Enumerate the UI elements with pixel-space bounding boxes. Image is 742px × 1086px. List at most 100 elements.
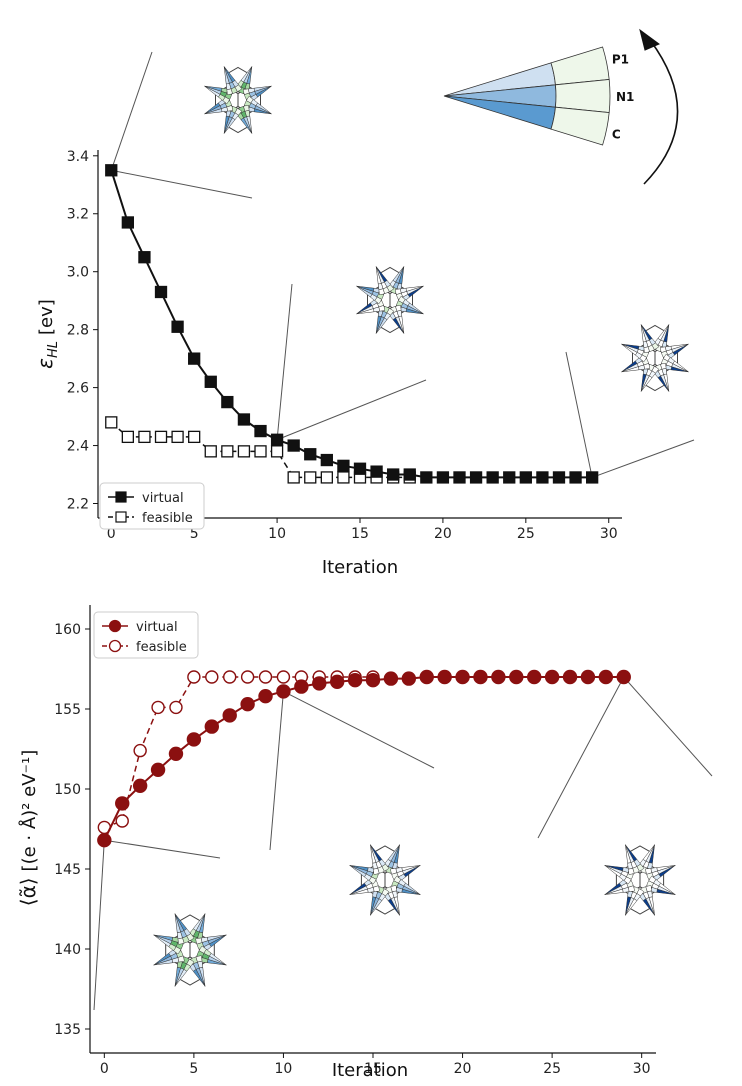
feasible-point — [258, 670, 273, 684]
inset-leader-line — [111, 169, 253, 199]
x-tick-label: 0 — [100, 1061, 109, 1077]
feasible-point — [223, 670, 237, 684]
top-legend: virtual feasible — [99, 482, 205, 530]
top-y-axis-label-sub: HL — [46, 341, 61, 358]
feasible-point — [240, 670, 255, 684]
feasible-point — [276, 670, 291, 684]
virtual-point — [503, 471, 516, 484]
x-tick-label: 20 — [454, 1061, 472, 1077]
feasible-point — [171, 430, 184, 444]
sector-key-fan — [443, 46, 611, 146]
fan-wedge — [372, 885, 380, 892]
virtual-point — [270, 433, 284, 446]
site-fan — [153, 934, 185, 955]
feasible-point — [221, 445, 234, 458]
x-tick-label: 10 — [275, 1061, 293, 1077]
top-x-axis-label: Iteration — [322, 557, 398, 578]
y-tick-label: 2.6 — [67, 381, 89, 397]
legend-entry-feasible: feasible — [142, 511, 193, 526]
y-tick-label: 2.8 — [67, 323, 89, 339]
virtual-point — [598, 669, 614, 685]
arc-arrow-icon — [639, 28, 679, 185]
virtual-point — [276, 684, 291, 699]
virtual-point — [401, 671, 417, 686]
fan-wedge — [242, 88, 250, 95]
site-fan — [356, 285, 386, 305]
inset-leader-line — [93, 840, 105, 1011]
inset-leader-line — [537, 676, 625, 839]
fan-wedge — [643, 363, 651, 370]
bottom-y-axis-label-unit: [(e · Å)² eV⁻¹] — [18, 750, 40, 872]
feasible-point — [187, 670, 201, 684]
virtual-point — [186, 732, 202, 747]
top-molecule-insets — [204, 66, 689, 392]
fan-wedge — [198, 945, 207, 954]
virtual-point — [509, 669, 524, 685]
site-fan — [174, 955, 195, 987]
bottom-leader-lines — [93, 676, 713, 1011]
fan-wedge — [648, 875, 657, 884]
virtual-point — [552, 471, 566, 484]
site-fan — [185, 913, 206, 945]
fan-wedge — [378, 305, 386, 312]
virtual-point — [258, 689, 273, 704]
feasible-point — [287, 471, 300, 484]
fan-wedge — [627, 885, 635, 892]
y-tick-label: 155 — [54, 702, 81, 718]
site-fan — [370, 844, 390, 875]
molecule-glyph-icon — [604, 844, 676, 916]
virtual-point — [304, 448, 317, 461]
feasible-point — [133, 743, 147, 758]
top-series — [105, 164, 599, 484]
fan-wedge — [234, 107, 243, 116]
fan-wedge — [226, 88, 233, 96]
fan-wedge — [386, 307, 395, 316]
virtual-point — [370, 465, 383, 478]
feasible-point — [138, 430, 151, 444]
inset-leader-line — [104, 839, 221, 859]
virtual-point — [473, 669, 488, 685]
virtual-point — [115, 796, 130, 811]
site-fan — [223, 66, 243, 96]
site-fan — [640, 324, 660, 354]
fan-wedge — [628, 867, 635, 875]
bottom-legend: virtual feasible — [93, 611, 199, 659]
feasible-point — [105, 416, 118, 429]
fan-wedge — [643, 346, 650, 354]
site-fan — [242, 95, 272, 115]
bottom-panel: 0 5 10 15 20 25 30 135 140 145 150 155 160 Iteration… — [16, 605, 713, 1081]
virtual-point — [420, 471, 433, 484]
virtual-point — [387, 468, 400, 481]
site-fan — [650, 362, 670, 392]
molecule-glyph-icon — [356, 266, 424, 334]
fan-wedge — [195, 937, 203, 945]
site-fan — [625, 844, 645, 875]
fan-wedge — [368, 876, 377, 885]
x-tick-label: 30 — [600, 526, 618, 542]
inset-leader-line — [276, 283, 293, 440]
virtual-point — [616, 669, 631, 685]
fan-wedge — [395, 304, 402, 312]
virtual-point — [204, 375, 217, 388]
fan-wedge — [195, 955, 203, 963]
y-tick-label: 145 — [54, 862, 81, 878]
top-y-axis-label: εHL [ev] — [33, 299, 61, 369]
inset-leader-line — [591, 439, 695, 478]
virtual-point — [312, 676, 327, 691]
site-fan — [394, 295, 424, 315]
bottom-axes — [85, 605, 656, 1058]
y-tick-label: 135 — [54, 1022, 81, 1038]
virtual-point — [132, 778, 148, 793]
virtual-point — [287, 439, 300, 452]
legend-entry-virtual: virtual — [136, 620, 178, 635]
virtual-point — [519, 471, 532, 484]
molecule-glyph-icon — [153, 913, 227, 987]
feasible-point — [204, 445, 217, 458]
virtual-point — [188, 352, 201, 365]
fan-wedge — [660, 362, 667, 370]
feasible-point — [237, 445, 251, 458]
inset-leader-line — [269, 691, 284, 851]
virtual-point — [365, 673, 381, 688]
fan-wedge — [177, 937, 185, 945]
